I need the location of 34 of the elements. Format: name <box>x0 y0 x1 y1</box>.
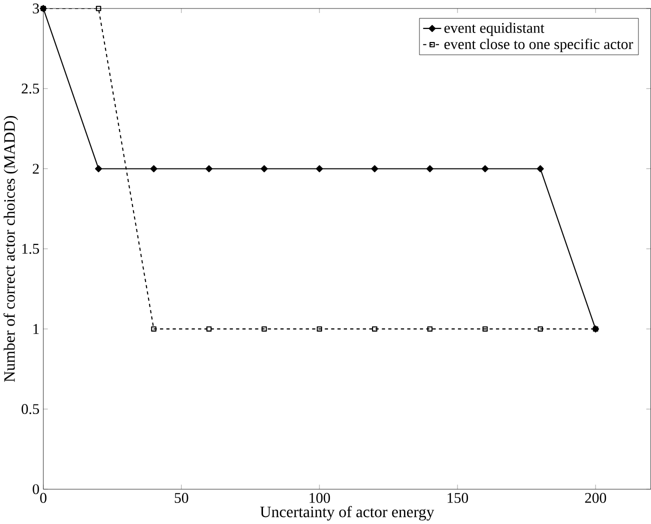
y-tick-label: 3 <box>32 4 40 14</box>
point <box>151 326 156 332</box>
legend-label: event equidistant <box>444 22 544 36</box>
y-axis-title: Number of correct actor choices (MADD) <box>4 116 18 382</box>
x-tick-label: 150 <box>448 492 468 503</box>
y-tick-label: 0.5 <box>22 404 40 414</box>
point <box>482 165 489 172</box>
point <box>371 165 378 172</box>
y-tick-label: 0 <box>32 484 40 494</box>
x-tick-label: 0 <box>40 492 46 503</box>
point <box>150 165 158 172</box>
point <box>426 165 434 172</box>
x-tick-label: 50 <box>174 492 188 503</box>
point <box>427 326 433 332</box>
point <box>95 165 102 172</box>
point <box>205 165 213 172</box>
point <box>262 326 267 332</box>
point <box>372 326 378 332</box>
point <box>316 165 323 172</box>
x-tick-label: 100 <box>310 492 330 503</box>
x-tick-label: 200 <box>585 492 606 503</box>
x-axis-title: Uncertainty of actor energy <box>260 506 434 520</box>
point <box>536 165 544 172</box>
y-tick-label: 2.5 <box>22 84 40 94</box>
point <box>538 326 543 332</box>
y-tick-label: 1.5 <box>22 244 40 254</box>
point <box>316 326 322 332</box>
point <box>206 326 212 332</box>
point <box>260 165 268 172</box>
point <box>482 326 488 332</box>
legend-label: event close to one specific actor <box>444 38 634 52</box>
point <box>96 6 102 12</box>
y-tick-label: 1 <box>33 324 39 334</box>
y-tick-label: 2 <box>32 164 39 174</box>
